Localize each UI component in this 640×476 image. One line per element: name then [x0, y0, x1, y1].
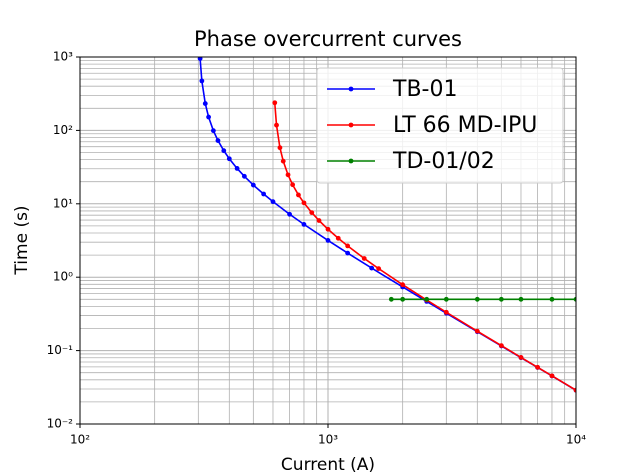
- data-point: [325, 226, 331, 232]
- data-point: [573, 387, 576, 393]
- x-tick-label: 10²: [70, 433, 90, 447]
- data-point: [277, 145, 283, 151]
- data-point: [535, 364, 540, 370]
- y-tick-label: 10³: [53, 50, 73, 64]
- series-line: [273, 102, 576, 391]
- data-point: [202, 101, 208, 106]
- data-point: [226, 156, 232, 162]
- data-point: [287, 211, 292, 217]
- data-point: [400, 282, 406, 288]
- data-point: [400, 296, 406, 302]
- data-point: [206, 114, 211, 120]
- data-point: [309, 210, 315, 215]
- data-point: [345, 250, 351, 256]
- plot-frame: [79, 56, 577, 425]
- data-point: [197, 57, 203, 61]
- y-tick-label: 10¹: [53, 196, 73, 210]
- data-point: [325, 238, 331, 243]
- legend-label: TD-01/02: [392, 149, 495, 174]
- data-point: [261, 191, 267, 197]
- y-tick-label: 10²: [53, 123, 73, 137]
- data-point: [274, 122, 279, 128]
- data-point: [518, 354, 524, 360]
- data-point: [369, 265, 375, 271]
- data-point: [285, 172, 291, 178]
- chart-title: Phase overcurrent curves: [194, 27, 462, 51]
- data-point: [301, 200, 307, 206]
- data-point: [345, 243, 351, 249]
- data-point: [549, 373, 555, 379]
- legend-box: [316, 67, 564, 184]
- data-point: [498, 343, 504, 348]
- data-point: [573, 296, 576, 302]
- data-point: [518, 296, 524, 302]
- data-point: [280, 158, 286, 164]
- data-point: [316, 218, 322, 223]
- data-point: [241, 173, 247, 179]
- y-tick-label: 10⁻²: [47, 417, 74, 431]
- data-point: [443, 309, 449, 315]
- data-point: [361, 256, 367, 261]
- x-axis-label: Current (A): [281, 455, 375, 475]
- legend: TB-01 LT 66 MD-IPU TD-01/02: [316, 67, 564, 184]
- legend-label: TB-01: [392, 77, 457, 102]
- y-axis-label: Time (s): [12, 205, 32, 275]
- data-point: [443, 296, 449, 302]
- data-point: [199, 78, 205, 84]
- data-point: [498, 296, 504, 302]
- data-point: [335, 235, 341, 241]
- plot-area: [197, 57, 576, 393]
- data-point: [215, 138, 221, 143]
- legend-marker: [348, 122, 354, 128]
- x-tick-label: 10⁴: [566, 433, 586, 447]
- data-point: [270, 199, 276, 205]
- data-point: [549, 296, 555, 302]
- data-point: [301, 222, 307, 227]
- y-tick-label: 10⁻¹: [47, 343, 74, 357]
- data-point: [376, 266, 382, 271]
- data-point: [234, 166, 240, 171]
- data-point: [424, 296, 430, 302]
- legend-marker: [348, 86, 354, 92]
- data-point: [250, 182, 256, 188]
- legend-label: LT 66 MD-IPU: [393, 113, 537, 138]
- data-point: [474, 296, 480, 302]
- data-point: [221, 148, 227, 154]
- data-point: [388, 296, 394, 302]
- data-point: [474, 328, 480, 334]
- data-point: [290, 182, 296, 188]
- data-point: [272, 100, 278, 106]
- data-point: [210, 128, 216, 134]
- x-tick-label: 10³: [318, 433, 338, 447]
- data-point: [296, 192, 301, 198]
- y-tick-label: 10⁰: [53, 270, 73, 284]
- legend-marker: [348, 158, 354, 164]
